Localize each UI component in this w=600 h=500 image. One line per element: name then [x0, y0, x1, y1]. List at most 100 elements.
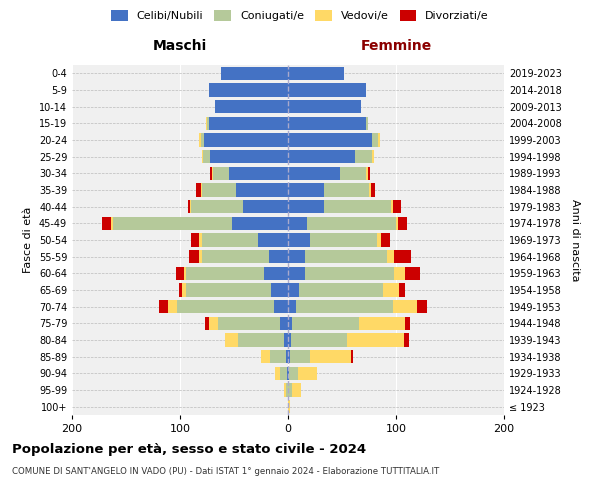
Bar [102, 216, 111, 230]
Bar [377, 234, 381, 246]
Bar [404, 266, 420, 280]
Bar [206, 116, 207, 130]
Bar [416, 300, 427, 314]
Bar [288, 334, 291, 346]
Bar [289, 366, 298, 380]
Bar [305, 266, 394, 280]
Bar [286, 384, 288, 396]
Bar [271, 284, 288, 296]
Bar [177, 300, 274, 314]
Bar [288, 84, 366, 96]
Bar [372, 134, 377, 146]
Bar [347, 334, 404, 346]
Bar [274, 300, 288, 314]
Bar [264, 266, 288, 280]
Bar [190, 200, 191, 213]
Bar [340, 166, 366, 180]
Bar [404, 316, 410, 330]
Text: Popolazione per età, sesso e stato civile - 2024: Popolazione per età, sesso e stato civil… [12, 442, 366, 456]
Bar [205, 316, 209, 330]
Bar [199, 134, 200, 146]
Bar [288, 384, 292, 396]
Bar [286, 350, 288, 364]
Bar [288, 134, 372, 146]
Bar [202, 250, 269, 264]
Bar [388, 250, 394, 264]
Bar [288, 116, 366, 130]
Bar [393, 200, 401, 213]
Bar [299, 284, 383, 296]
Bar [199, 250, 202, 264]
Bar [188, 200, 190, 213]
Bar [207, 116, 209, 130]
Bar [323, 200, 391, 213]
Bar [288, 400, 290, 413]
Bar [292, 384, 301, 396]
Bar [160, 300, 168, 314]
Bar [350, 350, 353, 364]
Bar [176, 266, 184, 280]
Bar [202, 234, 258, 246]
Bar [377, 134, 380, 146]
Text: Femmine: Femmine [361, 38, 431, 52]
Bar [209, 84, 288, 96]
Bar [226, 334, 238, 346]
Bar [399, 284, 404, 296]
Bar [288, 266, 305, 280]
Bar [288, 184, 323, 196]
Bar [184, 266, 187, 280]
Bar [383, 284, 399, 296]
Bar [218, 316, 280, 330]
Bar [210, 150, 288, 164]
Bar [275, 366, 280, 380]
Y-axis label: Anni di nascita: Anni di nascita [570, 198, 580, 281]
Bar [355, 150, 372, 164]
Bar [200, 184, 202, 196]
Bar [371, 184, 376, 196]
Bar [238, 334, 284, 346]
Bar [296, 300, 393, 314]
Bar [288, 316, 292, 330]
Bar [394, 266, 404, 280]
Bar [232, 216, 288, 230]
Bar [203, 150, 210, 164]
Bar [305, 250, 388, 264]
Bar [214, 166, 229, 180]
Bar [168, 300, 177, 314]
Bar [236, 184, 288, 196]
Bar [288, 300, 296, 314]
Y-axis label: Fasce di età: Fasce di età [23, 207, 33, 273]
Bar [221, 66, 288, 80]
Bar [199, 234, 202, 246]
Bar [391, 200, 393, 213]
Bar [366, 116, 368, 130]
Bar [204, 134, 288, 146]
Bar [209, 316, 218, 330]
Bar [288, 350, 290, 364]
Bar [200, 134, 204, 146]
Bar [202, 150, 203, 164]
Bar [393, 300, 416, 314]
Bar [284, 334, 288, 346]
Bar [310, 350, 350, 364]
Bar [396, 216, 398, 230]
Bar [261, 350, 269, 364]
Text: COMUNE DI SANT'ANGELO IN VADO (PU) - Dati ISTAT 1° gennaio 2024 - Elaborazione T: COMUNE DI SANT'ANGELO IN VADO (PU) - Dat… [12, 468, 439, 476]
Bar [404, 334, 409, 346]
Bar [209, 116, 288, 130]
Bar [182, 284, 187, 296]
Bar [191, 234, 199, 246]
Bar [258, 234, 288, 246]
Bar [269, 350, 286, 364]
Bar [323, 184, 369, 196]
Bar [215, 100, 288, 114]
Bar [369, 184, 371, 196]
Bar [368, 166, 370, 180]
Bar [288, 234, 310, 246]
Bar [288, 150, 355, 164]
Bar [210, 166, 212, 180]
Bar [288, 166, 340, 180]
Bar [398, 216, 407, 230]
Bar [242, 200, 288, 213]
Bar [288, 200, 323, 213]
